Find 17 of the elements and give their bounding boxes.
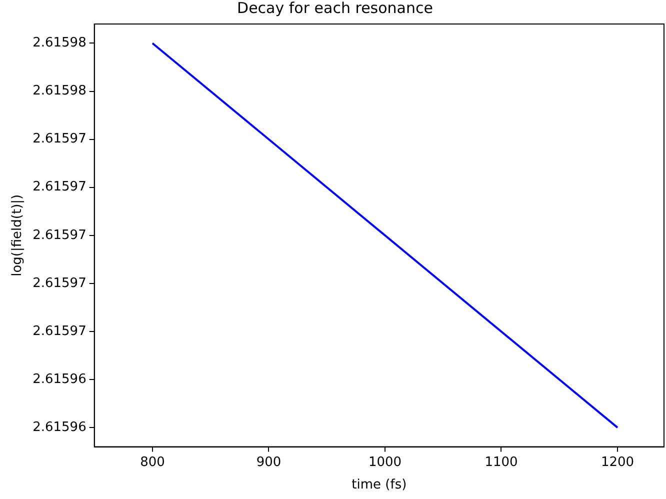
y-axis-title: log(|field(t)|) — [10, 194, 26, 276]
x-tick-label: 1000 — [368, 454, 402, 470]
y-tick-label: 2.61597 — [32, 324, 86, 339]
y-tick-label: 2.61596 — [32, 372, 86, 387]
y-tick-label: 2.61597 — [32, 228, 86, 243]
x-axis-title: time (fs) — [352, 478, 407, 493]
y-tick-label: 2.61597 — [32, 132, 86, 147]
y-tick-label: 2.61597 — [32, 276, 86, 291]
x-tick-label: 1200 — [600, 454, 634, 470]
y-tick-label: 2.61598 — [32, 36, 86, 51]
y-tick-label: 2.61597 — [32, 180, 86, 195]
chart-title: Decay for each resonance — [237, 0, 433, 17]
y-tick-label: 2.61598 — [32, 84, 86, 99]
x-tick-label: 900 — [256, 454, 282, 470]
x-tick-label: 1100 — [484, 454, 518, 470]
y-tick-label: 2.61596 — [32, 420, 86, 435]
x-tick-label: 800 — [140, 454, 165, 470]
